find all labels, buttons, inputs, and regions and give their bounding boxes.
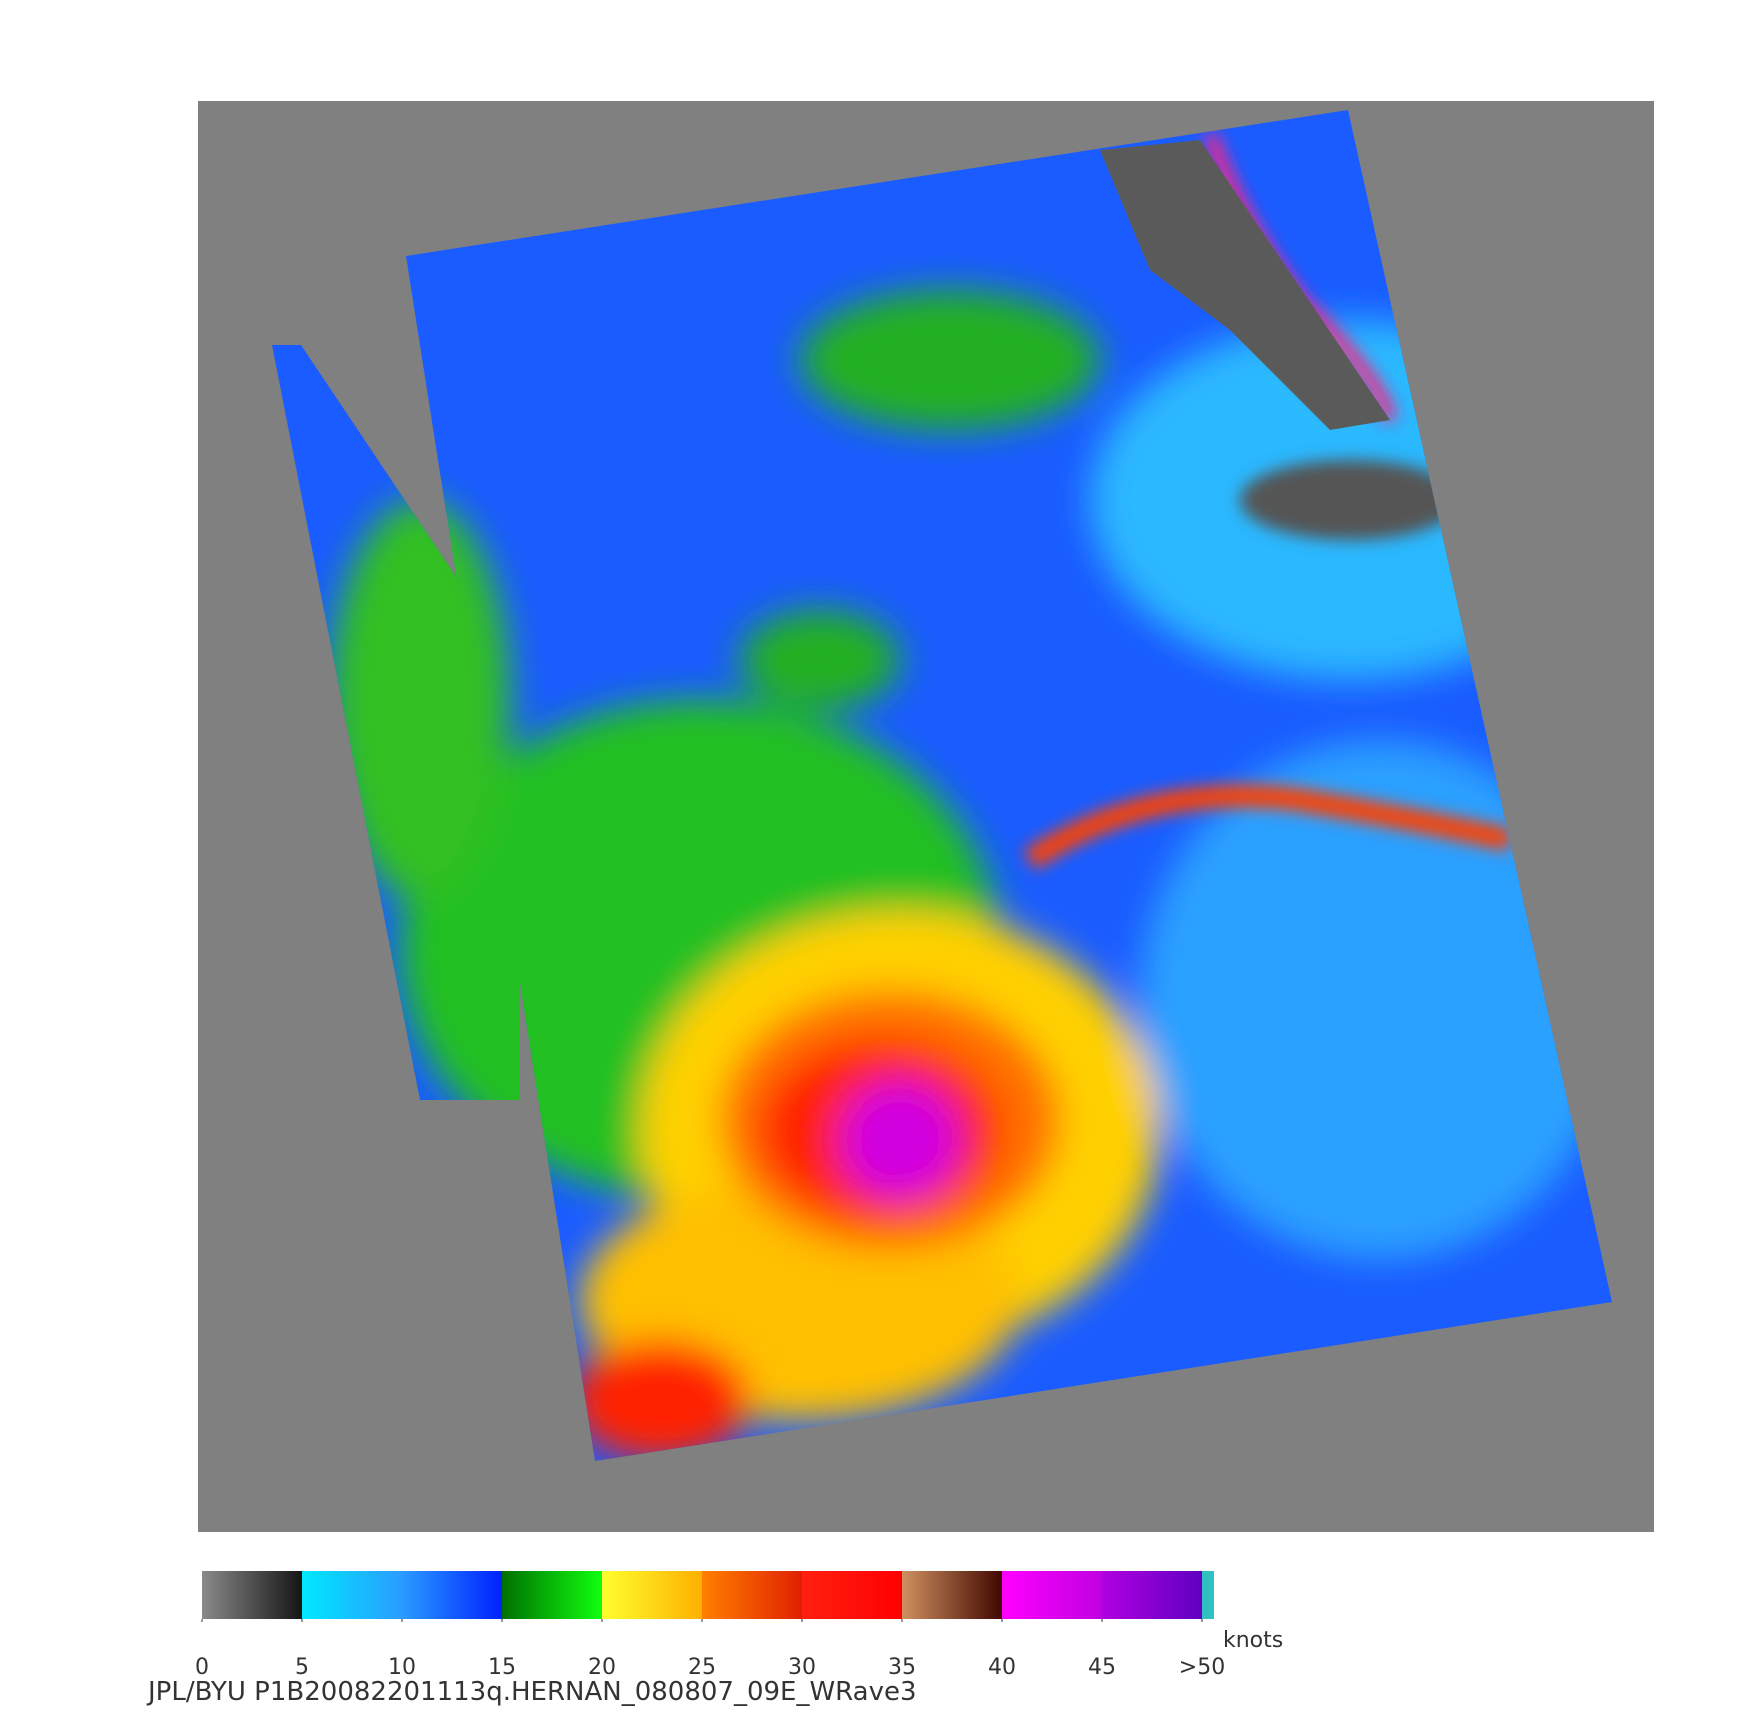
colorbar: 0 5 10 15 20 25 30 35 40 45 >50 <box>195 1571 1225 1680</box>
tick-label: 35 <box>888 1655 916 1680</box>
tick-label: 20 <box>588 1655 616 1680</box>
colorbar-unit: knots <box>1223 1628 1283 1653</box>
colorbar-segment <box>1102 1571 1202 1619</box>
tick-label: >50 <box>1179 1655 1225 1680</box>
colorbar-segment <box>1002 1571 1102 1619</box>
colorbar-segment <box>202 1571 302 1619</box>
colorbar-segment <box>402 1571 502 1619</box>
colorbar-segment <box>702 1571 802 1619</box>
tick-label: 30 <box>788 1655 816 1680</box>
tick-label: 0 <box>195 1655 209 1680</box>
tick-label: 40 <box>988 1655 1016 1680</box>
colorbar-segment <box>302 1571 402 1619</box>
colorbar-segment <box>902 1571 1002 1619</box>
tick-label: 15 <box>488 1655 516 1680</box>
wind-swath <box>272 110 1612 1461</box>
colorbar-segment <box>602 1571 702 1619</box>
tick-label: 10 <box>388 1655 416 1680</box>
tick-label: 45 <box>1088 1655 1116 1680</box>
caption: JPL/BYU P1B20082201113q.HERNAN_080807_09… <box>146 1677 917 1707</box>
colorbar-segment <box>802 1571 902 1619</box>
tick-label: 5 <box>295 1655 309 1680</box>
tick-label: 25 <box>688 1655 716 1680</box>
colorbar-segment <box>502 1571 602 1619</box>
colorbar-end <box>1202 1571 1214 1619</box>
